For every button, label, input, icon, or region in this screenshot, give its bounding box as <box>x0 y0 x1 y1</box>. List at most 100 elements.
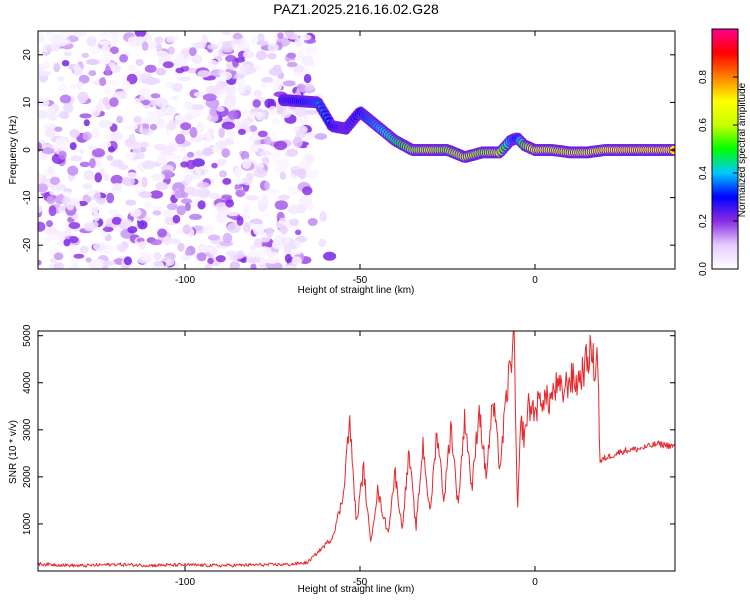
noise-blob <box>77 81 84 91</box>
noise-blob <box>248 136 255 142</box>
y-tick-label: 0 <box>22 147 33 153</box>
colorbar-tick-label: 0.2 <box>698 214 709 228</box>
noise-blob <box>110 174 124 185</box>
noise-blob <box>175 133 186 145</box>
noise-blob <box>157 228 168 238</box>
spectrogram-x-label: Height of straight line (km) <box>298 285 415 296</box>
noise-blob <box>197 70 211 78</box>
noise-blob <box>166 258 175 266</box>
noise-blob <box>221 31 232 36</box>
noise-blob <box>83 170 94 181</box>
noise-blob <box>207 44 219 50</box>
noise-blob <box>172 214 181 224</box>
noise-blob <box>119 54 128 63</box>
noise-blob <box>38 142 42 152</box>
noise-blob <box>184 174 193 185</box>
noise-blob <box>258 246 272 256</box>
noise-blob <box>288 218 300 227</box>
noise-blob <box>292 136 303 148</box>
noise-blob <box>153 143 167 151</box>
noise-blob <box>235 78 246 86</box>
noise-blob <box>227 211 239 217</box>
noise-blob <box>100 57 110 64</box>
noise-blob <box>73 31 87 38</box>
snr-x-ticks: -100 -50 0 <box>175 331 538 588</box>
noise-blob <box>182 224 191 235</box>
noise-blob <box>62 102 74 114</box>
noise-blob <box>156 97 168 109</box>
noise-blob <box>108 208 119 216</box>
noise-blob <box>91 259 106 268</box>
noise-blob <box>224 137 235 146</box>
noise-blob <box>243 222 251 233</box>
y-tick-label: 1000 <box>22 512 33 535</box>
noise-blob <box>215 202 229 212</box>
noise-blob <box>144 64 157 73</box>
noise-blob <box>249 125 258 132</box>
noise-blob <box>225 199 234 208</box>
noise-blob <box>150 93 161 99</box>
noise-blob <box>298 160 312 171</box>
noise-blob <box>107 146 116 153</box>
noise-blob <box>149 190 164 199</box>
spectrogram-y-ticks: -20 -10 0 10 20 <box>22 49 675 252</box>
noise-blob <box>103 86 112 95</box>
noise-blob <box>112 182 122 191</box>
noise-blob <box>133 98 141 105</box>
noise-blob <box>46 220 53 228</box>
noise-blob <box>141 128 150 134</box>
noise-blob <box>237 128 246 135</box>
noise-blob <box>38 246 43 252</box>
noise-blob <box>286 61 298 68</box>
noise-blob <box>134 31 147 38</box>
noise-blob <box>92 211 100 222</box>
noise-blob <box>195 122 205 133</box>
noise-blob <box>219 170 227 178</box>
noise-blob <box>304 109 318 115</box>
noise-blob <box>237 83 246 94</box>
noise-blob <box>240 150 250 161</box>
noise-blob <box>186 159 196 170</box>
snr-y-ticks: 1000 2000 3000 4000 5000 <box>22 324 675 535</box>
noise-blob <box>96 102 103 113</box>
y-tick-label: 20 <box>22 49 33 61</box>
noise-blob <box>125 151 135 160</box>
noise-blob <box>38 221 46 232</box>
snr-y-label: SNR (10 * v/v) <box>8 420 19 484</box>
noise-blob <box>202 225 214 235</box>
noise-blob <box>38 259 42 266</box>
colorbar-tick-label: 0.0 <box>698 262 709 276</box>
noise-blob <box>48 205 57 217</box>
noise-blob <box>90 128 100 138</box>
noise-blob <box>150 239 163 246</box>
noise-blob <box>190 168 202 180</box>
noise-blob <box>223 98 237 108</box>
noise-blob <box>191 198 199 209</box>
noise-blob <box>87 189 96 197</box>
noise-blob <box>165 128 174 136</box>
noise-blob <box>318 238 327 248</box>
noise-blob <box>46 195 56 205</box>
noise-blob <box>60 111 70 120</box>
noise-blob <box>198 188 211 199</box>
noise-blob <box>58 150 67 160</box>
noise-blob <box>67 165 79 176</box>
noise-blob <box>284 253 292 263</box>
y-tick-label: 2000 <box>22 465 33 488</box>
noise-blob <box>184 202 191 212</box>
noise-blob <box>139 87 151 95</box>
noise-blob <box>149 123 158 131</box>
noise-blob <box>94 172 102 183</box>
noise-blob <box>284 264 295 269</box>
noise-blob <box>253 168 268 178</box>
noise-blob <box>249 144 260 153</box>
noise-blob <box>154 36 164 44</box>
noise-layer <box>38 31 337 269</box>
noise-blob <box>162 61 174 69</box>
noise-blob <box>273 140 288 151</box>
noise-blob <box>319 211 327 222</box>
noise-blob <box>118 245 127 253</box>
noise-blob <box>305 169 319 180</box>
colorbar-tick-label: 0.6 <box>698 118 709 132</box>
